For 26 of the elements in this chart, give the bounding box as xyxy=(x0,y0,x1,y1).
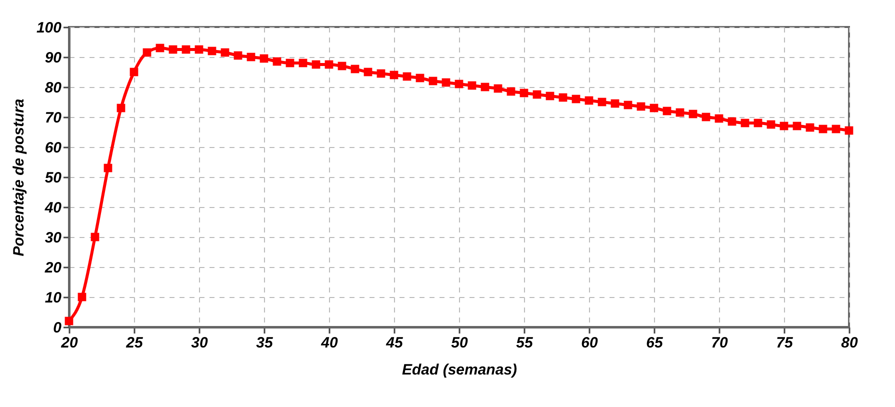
y-tick-label: 40 xyxy=(44,200,62,216)
x-tick-label: 55 xyxy=(516,334,534,352)
x-tick-label: 25 xyxy=(125,334,144,352)
x-axis-title: Edad (semanas) xyxy=(402,362,518,378)
x-tick-label: 45 xyxy=(385,334,404,352)
x-tick-label: 70 xyxy=(711,334,728,352)
y-tick-label: 100 xyxy=(36,20,62,36)
x-tick-label: 65 xyxy=(646,334,664,352)
x-tick-label: 60 xyxy=(581,334,598,352)
y-tick-label: 20 xyxy=(44,260,62,276)
y-tick-label: 0 xyxy=(53,320,62,336)
x-tick-label: 20 xyxy=(60,334,78,352)
x-tick-label: 30 xyxy=(191,334,208,352)
x-tick-label: 75 xyxy=(776,334,794,352)
x-tick-label: 80 xyxy=(841,334,858,352)
y-tick-label: 90 xyxy=(44,50,62,66)
y-tick-label: 60 xyxy=(44,140,62,156)
y-tick-label: 80 xyxy=(44,80,62,96)
x-tick-label: 40 xyxy=(320,334,338,352)
y-tick-label: 70 xyxy=(44,110,62,126)
y-tick-label: 30 xyxy=(44,230,62,246)
y-tick-label: 50 xyxy=(44,170,62,186)
x-tick-label: 50 xyxy=(451,334,468,352)
y-axis-title: Porcentaje de postura xyxy=(10,98,28,256)
x-tick-label: 35 xyxy=(256,334,274,352)
y-tick-label: 10 xyxy=(44,290,62,306)
